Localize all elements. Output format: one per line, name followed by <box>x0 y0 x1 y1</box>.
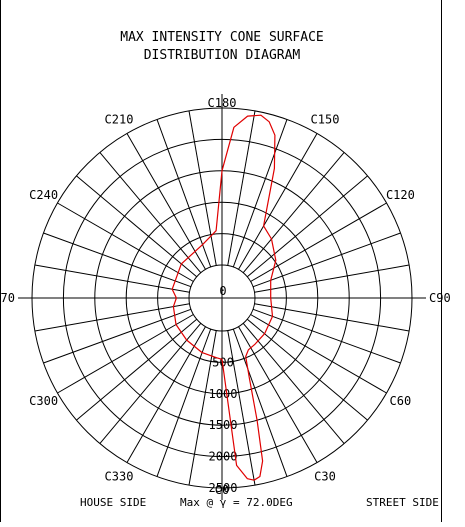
angle-label-c210: C210 <box>105 113 134 127</box>
grid-spoke <box>126 133 206 270</box>
grid-spoke <box>242 152 345 274</box>
intensity-series <box>171 114 277 481</box>
grid-spoke <box>76 175 198 278</box>
grid-spoke <box>227 330 256 486</box>
footer-street-side: STREET SIDE <box>366 496 439 509</box>
series-line-0 <box>171 114 277 481</box>
grid-spoke <box>254 303 410 332</box>
grid-spoke <box>43 308 192 364</box>
grid-spoke <box>156 119 212 268</box>
angle-label-c90: C90 <box>429 291 451 305</box>
angle-label-c0: C0 <box>215 483 229 497</box>
grid-spoke <box>227 110 256 266</box>
radial-tick-1000: 1000 <box>209 387 238 401</box>
grid-spoke <box>250 314 387 394</box>
radial-tick-1500: 1500 <box>209 418 238 432</box>
angle-label-c270: C270 <box>0 291 15 305</box>
angle-label-c120: C120 <box>386 188 415 202</box>
grid-spoke <box>156 328 212 477</box>
grid-spoke <box>232 328 288 477</box>
chart-title-line-2: DISTRIBUTION DIAGRAM <box>144 48 301 63</box>
angle-labels: C0 C30 C60 C90 C120 C150 C180 C210 C240 C270 C300 C… <box>0 96 451 497</box>
grid-spoke <box>242 322 345 444</box>
angle-label-c30: C30 <box>314 469 336 483</box>
grid-spoke <box>43 232 192 288</box>
angle-label-c60: C60 <box>390 394 412 408</box>
grid-spoke <box>34 303 190 332</box>
grid-spoke <box>238 133 318 270</box>
radial-tick-2500: 2500 <box>209 481 238 495</box>
grid-spoke <box>99 152 202 274</box>
radial-tick-0: 0 <box>219 284 226 298</box>
grid-spoke <box>99 322 202 444</box>
grid-spoke <box>252 232 401 288</box>
grid-spoke <box>246 318 368 421</box>
radial-tick-2000: 2000 <box>209 450 238 464</box>
grid-spoke <box>34 264 190 293</box>
angle-label-c330: C330 <box>105 469 134 483</box>
angle-label-c150: C150 <box>311 113 340 127</box>
grid-spoke <box>246 175 368 278</box>
grid-spoke <box>126 326 206 463</box>
grid-spoke <box>252 308 401 364</box>
grid-spoke <box>254 264 410 293</box>
polar-grid <box>18 94 426 500</box>
grid-spoke <box>57 202 194 282</box>
angle-label-c180: C180 <box>208 96 237 110</box>
footer-house-side: HOUSE SIDE <box>80 496 146 509</box>
grid-spoke <box>232 119 288 268</box>
chart-title-line-1: MAX INTENSITY CONE SURFACE <box>120 30 324 45</box>
footer-max-gamma: Max @ γ = 72.0DEG <box>180 496 293 509</box>
grid-spoke <box>76 318 198 421</box>
grid-spoke <box>57 314 194 394</box>
grid-spoke <box>238 326 318 463</box>
grid-spoke <box>188 110 217 266</box>
angle-label-c300: C300 <box>29 394 58 408</box>
angle-label-c240: C240 <box>29 188 58 202</box>
